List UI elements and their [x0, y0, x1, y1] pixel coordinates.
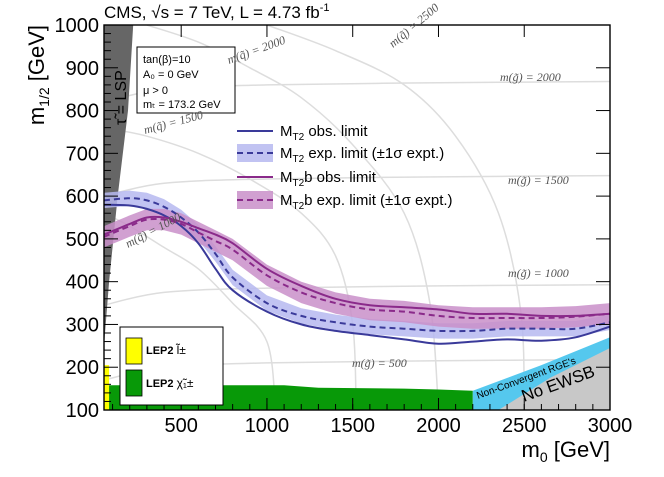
stau-lsp-label: τ̃ = LSP	[113, 70, 130, 125]
gluino-contour-label: m(g̃) = 1000	[508, 266, 569, 280]
line-series-0	[104, 203, 610, 345]
lep2-slepton-region	[104, 365, 110, 410]
no-ewsb-region	[498, 348, 610, 410]
line-series-3	[104, 217, 610, 320]
x-tick-label: 3000	[588, 415, 633, 437]
y-tick-label: 600	[66, 186, 99, 208]
y-tick-label: 800	[66, 101, 99, 123]
x-tick-label: 1000	[245, 415, 290, 437]
gluino-contour-label: m(g̃) = 2000	[500, 70, 561, 84]
expected-bands	[104, 190, 610, 339]
y-tick-label: 400	[66, 272, 99, 294]
y-tick-label: 100	[66, 400, 99, 422]
squark-contour-label: m(q̃) = 2000	[225, 33, 287, 67]
plot-frame	[103, 24, 611, 411]
legend-band-swatch	[237, 144, 273, 162]
plot-border	[103, 24, 611, 411]
legend-band-swatch	[237, 191, 273, 209]
chart-title: CMS, √s = 7 TeV, L = 4.73 fb-1	[104, 2, 329, 22]
y-axis-title: m1/2 [GeV]	[24, 25, 52, 125]
x-tick-label: 500	[164, 415, 197, 437]
theory-excluded-regions	[104, 25, 610, 410]
y-tick-label: 700	[66, 143, 99, 165]
x-tick-label: 2000	[416, 415, 461, 437]
legend-label: MT2b obs. limit	[280, 169, 377, 189]
y-tick-label: 200	[66, 357, 99, 379]
axes: 500 1000 1500 2000 2500 3000 100 200 300 400 500 60…	[24, 15, 632, 465]
limit-lines	[104, 197, 610, 345]
y-tick-label: 500	[66, 229, 99, 251]
x-tick-label: 1500	[330, 415, 375, 437]
band-series-3	[104, 208, 610, 329]
gluino-contour-2	[104, 174, 610, 197]
gluino-contour-label: m(g̃) = 1500	[508, 173, 569, 187]
parameter-box: tan(β)=10 A₀ = 0 GeV μ > 0 mₜ = 173.2 Ge…	[136, 46, 236, 114]
y-tick-label: 900	[66, 58, 99, 80]
y-tick-label: 300	[66, 314, 99, 336]
stau-lsp-region	[104, 25, 134, 346]
lep2-slepton-swatch	[125, 337, 143, 365]
lep2-slepton-label: LEP2 l̃±	[146, 342, 186, 357]
line-series-1	[104, 197, 610, 333]
legend-label: MT2 obs. limit	[280, 123, 368, 143]
param-a0: A₀ = 0 GeV	[143, 69, 199, 81]
legend-label: MT2 exp. limit (±1σ expt.)	[280, 145, 444, 165]
param-tanbeta: tan(β)=10	[143, 54, 191, 66]
gluino-contour-label: m(g̃) = 500	[352, 356, 407, 370]
lep2-chargino-swatch	[125, 369, 143, 397]
lep2-chargino-label: LEP2 χ̃₁±	[146, 376, 194, 390]
param-mu: μ > 0	[143, 85, 168, 97]
line-series-2	[104, 215, 610, 318]
plot-area	[104, 25, 610, 410]
lep2-legend: LEP2 l̃± LEP2 χ̃₁±	[119, 326, 224, 406]
y-tick-label: 1000	[55, 15, 100, 37]
param-mtop: mₜ = 173.2 GeV	[143, 99, 221, 111]
legend-label: MT2b exp. limit (±1σ expt.)	[280, 192, 453, 212]
x-tick-label: 2500	[502, 415, 547, 437]
x-axis-title: m0 [GeV]	[522, 437, 610, 465]
